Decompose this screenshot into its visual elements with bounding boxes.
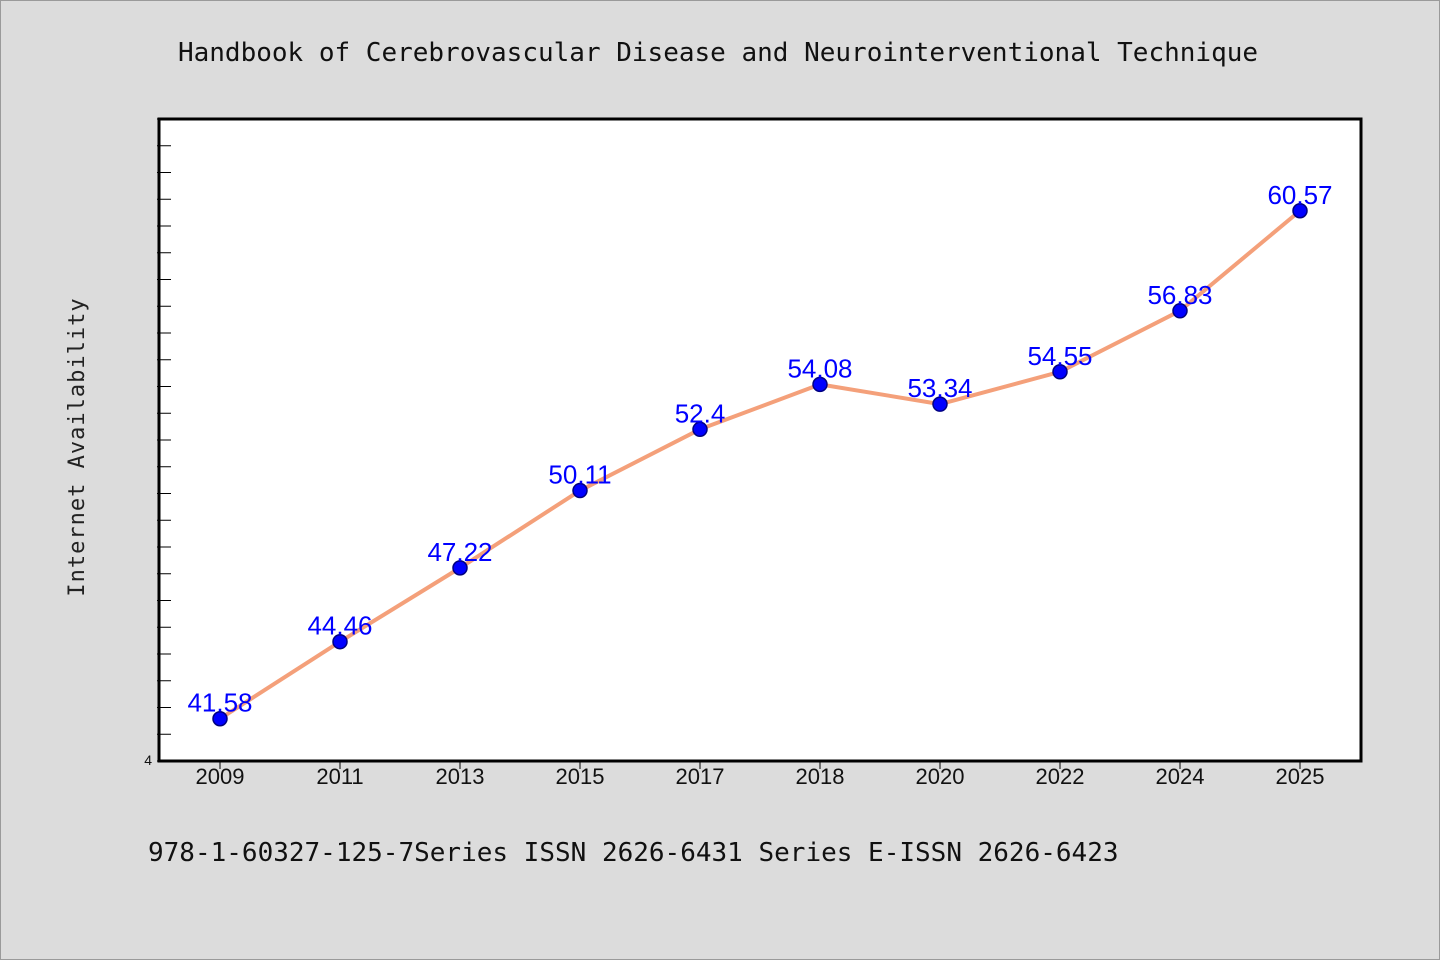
data-point xyxy=(452,560,468,576)
series-group: 41.58 44.46 47.22 50.11 52.4 54.08 53.34 54.55 5… xyxy=(187,180,1333,727)
series-line xyxy=(218,208,1302,721)
isbn-footer: 978-1-60327-125-7Series ISSN 2626-6431 S… xyxy=(148,838,1119,868)
data-label: 47.22 xyxy=(427,537,492,567)
data-point xyxy=(332,633,348,650)
x-tick-label: 2020 xyxy=(916,764,965,789)
x-axis-ticks: 2009 2011 2013 2015 2017 2018 2020 2022 2024 2025 xyxy=(196,761,1325,789)
data-point xyxy=(1052,364,1068,380)
data-label: 52.4 xyxy=(675,398,726,428)
x-tick-label: 2018 xyxy=(796,764,845,789)
data-point xyxy=(572,482,588,499)
x-tick-label: 2022 xyxy=(1036,764,1085,789)
x-tick-label: 2009 xyxy=(196,764,245,789)
x-tick-label: 2025 xyxy=(1276,764,1325,789)
chart-title: Handbook of Cerebrovascular Disease and … xyxy=(178,38,1258,68)
data-label: 50.11 xyxy=(548,460,611,490)
data-label: 44.46 xyxy=(307,611,372,641)
data-point xyxy=(932,396,948,412)
x-tick-label: 2013 xyxy=(436,764,485,789)
x-tick-label: 2017 xyxy=(676,764,725,789)
x-tick-label: 2024 xyxy=(1156,764,1205,789)
plot-area xyxy=(157,117,1363,763)
x-tick-label: 2011 xyxy=(316,764,363,789)
y-axis-ticks xyxy=(157,118,171,762)
data-point xyxy=(692,421,708,438)
x-tick-label: 2015 xyxy=(556,764,605,789)
data-point xyxy=(1292,203,1308,219)
y-tick-label: 4 xyxy=(144,752,152,768)
y-axis-label: Internet Availability xyxy=(65,297,90,596)
data-label: 53.34 xyxy=(907,373,972,403)
data-label: 41.58 xyxy=(187,688,252,718)
data-label: 56.83 xyxy=(1147,280,1212,310)
data-point xyxy=(812,376,828,393)
data-point xyxy=(1172,303,1188,319)
data-point xyxy=(212,710,228,727)
data-label: 60.57 xyxy=(1267,180,1332,210)
data-label: 54.08 xyxy=(787,353,852,383)
data-label: 54.55 xyxy=(1027,341,1092,371)
